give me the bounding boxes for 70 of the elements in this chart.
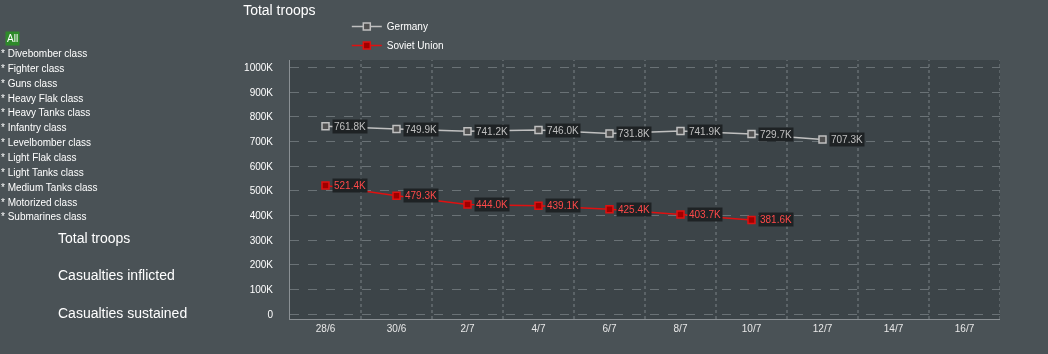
point [321, 181, 330, 190]
data-label: 479.3K [405, 190, 438, 201]
data-label: 729.7K [760, 129, 793, 140]
text: * Infantry class [1, 122, 67, 133]
x-tick-label: 12/7 [812, 323, 833, 334]
y-tick-label: 300K [249, 234, 274, 246]
y-tick-label: 100K [249, 283, 274, 295]
text: Casualties inflicted [58, 267, 175, 283]
x-tick-label: 6/7 [602, 323, 617, 334]
text: * Light Tanks class [1, 167, 84, 178]
y-tick-label: 500K [249, 185, 274, 197]
point [605, 129, 614, 138]
y-tick-label: 0 [267, 308, 274, 320]
point [605, 204, 614, 214]
point [463, 200, 472, 209]
legend-label: Germany [386, 21, 428, 33]
y-tick-label: 200K [249, 259, 274, 271]
text: * Fighter class [1, 63, 65, 74]
point [321, 121, 330, 131]
x-tick-label: 28/6 [315, 323, 336, 334]
text: * Divebomber class [1, 48, 88, 59]
x-tick-label: 8/7 [673, 323, 688, 334]
text: * Medium Tanks class [1, 182, 98, 193]
text: Total troops [58, 230, 131, 246]
point [676, 126, 685, 136]
text: * Heavy Flak class [1, 93, 84, 104]
y-tick-label: 600K [249, 160, 274, 172]
chart-title: Total troops [243, 2, 316, 19]
data-label: 439.1K [547, 200, 580, 211]
x-tick-label: 10/7 [741, 323, 762, 334]
point [747, 129, 756, 139]
data-label: 749.9K [405, 124, 438, 135]
x-tick-label: 4/7 [531, 323, 546, 334]
data-label: 731.8K [618, 128, 651, 139]
text: * Motorized class [1, 197, 78, 208]
y-tick-label: 900K [249, 86, 274, 98]
text: All [7, 33, 19, 44]
text: * Levelbomber class [1, 137, 92, 148]
point [392, 124, 401, 134]
point [747, 215, 756, 225]
x-tick-label: 2/7 [460, 323, 475, 334]
point [392, 191, 401, 201]
x-tick-label: 30/6 [386, 323, 407, 334]
text: * Light Flak class [1, 152, 77, 163]
text: * Heavy Tanks class [1, 107, 91, 118]
y-tick-label: 700K [249, 135, 274, 147]
y-tick-label: 400K [249, 209, 274, 221]
data-label: 403.7K [689, 209, 722, 220]
text: * Guns class [1, 78, 58, 89]
data-label: 761.8K [334, 121, 367, 132]
point [676, 210, 685, 219]
point [818, 135, 827, 144]
data-label: 444.0K [476, 199, 509, 210]
y-tick-label: 800K [249, 111, 274, 123]
point [463, 126, 472, 136]
y-tick-label: 1000K [244, 61, 274, 73]
data-label: 521.4K [334, 180, 367, 191]
legend-label: Soviet Union [386, 40, 444, 52]
data-label: 746.0K [547, 125, 580, 136]
data-label: 707.3K [831, 134, 864, 145]
data-label: 425.4K [618, 204, 651, 215]
data-label: 741.2K [476, 126, 509, 137]
x-tick-label: 14/7 [883, 323, 904, 334]
text: * Submarines class [1, 211, 87, 222]
data-label: 381.6K [760, 214, 793, 225]
data-label: 741.9K [689, 126, 722, 137]
text: Casualties sustained [58, 305, 188, 321]
point [534, 201, 543, 211]
point [534, 125, 543, 135]
x-tick-label: 16/7 [954, 323, 975, 334]
